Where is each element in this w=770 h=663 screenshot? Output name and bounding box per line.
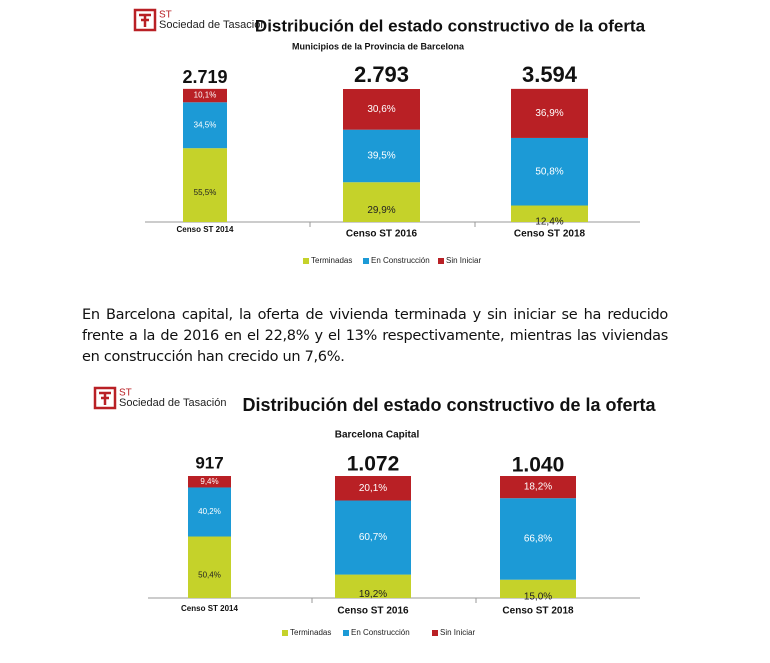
total-label: 3.594 [522, 62, 578, 87]
bar-segment [500, 498, 576, 580]
segment-label: 39,5% [367, 151, 395, 162]
chart-title: Distribución del estado constructivo de … [242, 395, 656, 415]
bar-segment [511, 205, 588, 222]
bar-segment [500, 476, 576, 499]
legend-swatch [363, 258, 369, 264]
bar-segment [511, 137, 588, 206]
total-label: 1.072 [347, 453, 400, 476]
bar-segment [335, 500, 411, 575]
segment-label: 15,0% [524, 591, 552, 602]
logo-name: Sociedad de Tasación [159, 19, 266, 31]
logo-icon [139, 13, 151, 27]
bar-segment [183, 88, 227, 103]
total-label: 917 [195, 453, 223, 472]
legend-swatch [432, 630, 438, 636]
x-tick-label: Censo ST 2016 [337, 606, 409, 617]
bar-segment [335, 574, 411, 598]
logo-icon [99, 391, 111, 405]
x-tick-label: Censo ST 2016 [346, 229, 418, 240]
logo-name: Sociedad de Tasación [119, 397, 226, 409]
segment-label: 66,8% [524, 534, 552, 545]
x-tick-label: Censo ST 2014 [181, 604, 238, 613]
bar-segment [188, 487, 231, 537]
legend-label: En Construcción [351, 628, 410, 637]
segment-label: 55,5% [194, 188, 217, 197]
bar-segment [183, 148, 227, 222]
chart-title: Distribución del estado constructivo de … [255, 16, 646, 35]
bar-segment [500, 579, 576, 598]
bar-segment [343, 129, 420, 183]
x-tick-label: Censo ST 2018 [502, 606, 574, 617]
legend-label: Terminadas [311, 256, 352, 265]
x-tick-label: Censo ST 2014 [177, 225, 234, 234]
paragraph: En Barcelona capital, la oferta de vivie… [82, 307, 668, 365]
segment-label: 30,6% [367, 104, 395, 115]
segment-label: 19,2% [359, 589, 387, 600]
bar-segment [343, 182, 420, 222]
chart-subtitle: Barcelona Capital [335, 430, 420, 441]
bar-segment [343, 89, 420, 130]
segment-label: 40,2% [198, 507, 221, 516]
legend-swatch [343, 630, 349, 636]
x-tick-label: Censo ST 2018 [514, 229, 586, 240]
segment-label: 9,4% [200, 477, 218, 486]
legend-swatch [303, 258, 309, 264]
total-label: 2.793 [354, 62, 409, 87]
segment-label: 29,9% [367, 205, 395, 216]
segment-label: 34,5% [194, 120, 217, 129]
legend-label: Sin Iniciar [440, 628, 475, 637]
legend-label: Terminadas [290, 628, 331, 637]
bar-segment [188, 476, 231, 488]
bar-segment [183, 102, 227, 149]
chart-subtitle: Municipios de la Provincia de Barcelona [292, 41, 465, 51]
logo-mark: ST [119, 388, 132, 399]
segment-label: 36,9% [535, 108, 563, 119]
legend-swatch [282, 630, 288, 636]
logo-icon [133, 8, 157, 32]
segment-label: 12,4% [535, 216, 563, 227]
legend-label: Sin Iniciar [446, 256, 481, 265]
segment-label: 50,4% [198, 570, 221, 579]
legend-label: En Construcción [371, 256, 430, 265]
segment-label: 18,2% [524, 482, 552, 493]
segment-label: 20,1% [359, 483, 387, 494]
logo-mark: ST [159, 10, 172, 21]
segment-label: 10,1% [194, 91, 217, 100]
legend-swatch [438, 258, 444, 264]
total-label: 2.719 [182, 67, 227, 87]
total-label: 1.040 [512, 454, 565, 477]
logo-icon [93, 386, 117, 410]
segment-label: 50,8% [535, 166, 563, 177]
bar-segment [335, 476, 411, 501]
bar-segment [511, 88, 588, 138]
bar-segment [188, 536, 231, 598]
segment-label: 60,7% [359, 532, 387, 543]
